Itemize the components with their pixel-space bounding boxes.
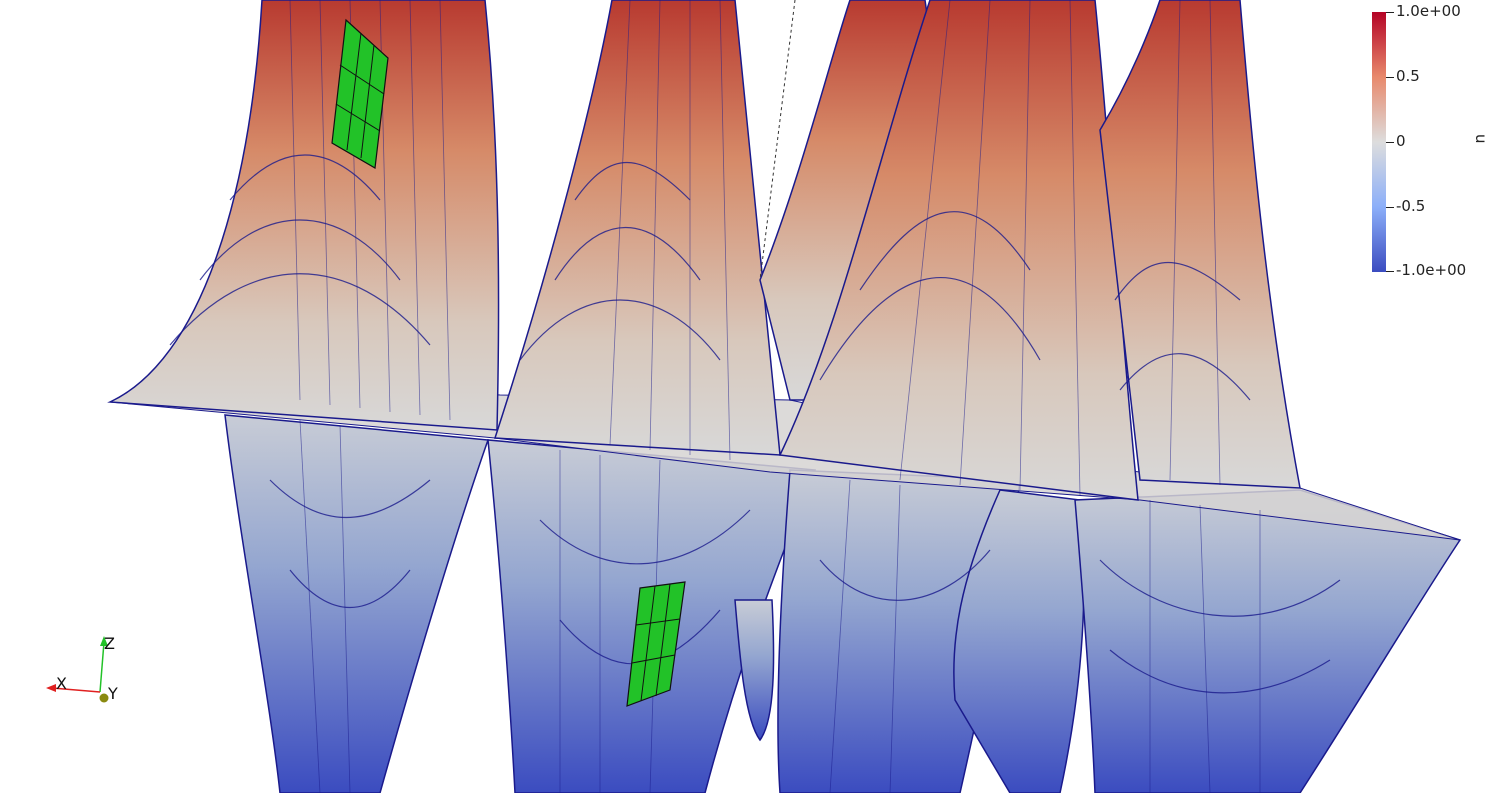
colorbar-tick: [1386, 207, 1394, 208]
selected-cell-top[interactable]: [331, 18, 389, 169]
mesh-contours: [169, 154, 1341, 694]
colorbar-tick-label: 0.5: [1396, 67, 1420, 85]
colorbar-tick: [1386, 12, 1394, 13]
colorbar-tick-label: 1.0e+00: [1396, 2, 1461, 20]
colorbar-tick: [1386, 271, 1394, 272]
color-legend[interactable]: 1.0e+00 0.5 0 -0.5 -1.0e+00: [1372, 4, 1472, 279]
colorbar-tick-label: -0.5: [1396, 197, 1426, 215]
orientation-axes: Z X Y: [38, 632, 128, 712]
colorbar-tick-label: -1.0e+00: [1396, 261, 1467, 279]
selected-cell-bottom[interactable]: [626, 581, 686, 707]
colorbar-tick: [1386, 77, 1394, 78]
positive-lobes: [107, 0, 1301, 501]
axis-y-label: Y: [108, 684, 118, 703]
probe-line: [759, 0, 796, 281]
colorbar-tick: [1386, 142, 1394, 143]
orientation-axes-glyph: [46, 636, 109, 703]
colorbar-title: u: [1472, 134, 1490, 144]
axis-z-label: Z: [104, 634, 115, 653]
colorbar-tick-label: 0: [1396, 132, 1406, 150]
colorbar-gradient: [1372, 12, 1386, 272]
axis-x-label: X: [56, 674, 67, 693]
